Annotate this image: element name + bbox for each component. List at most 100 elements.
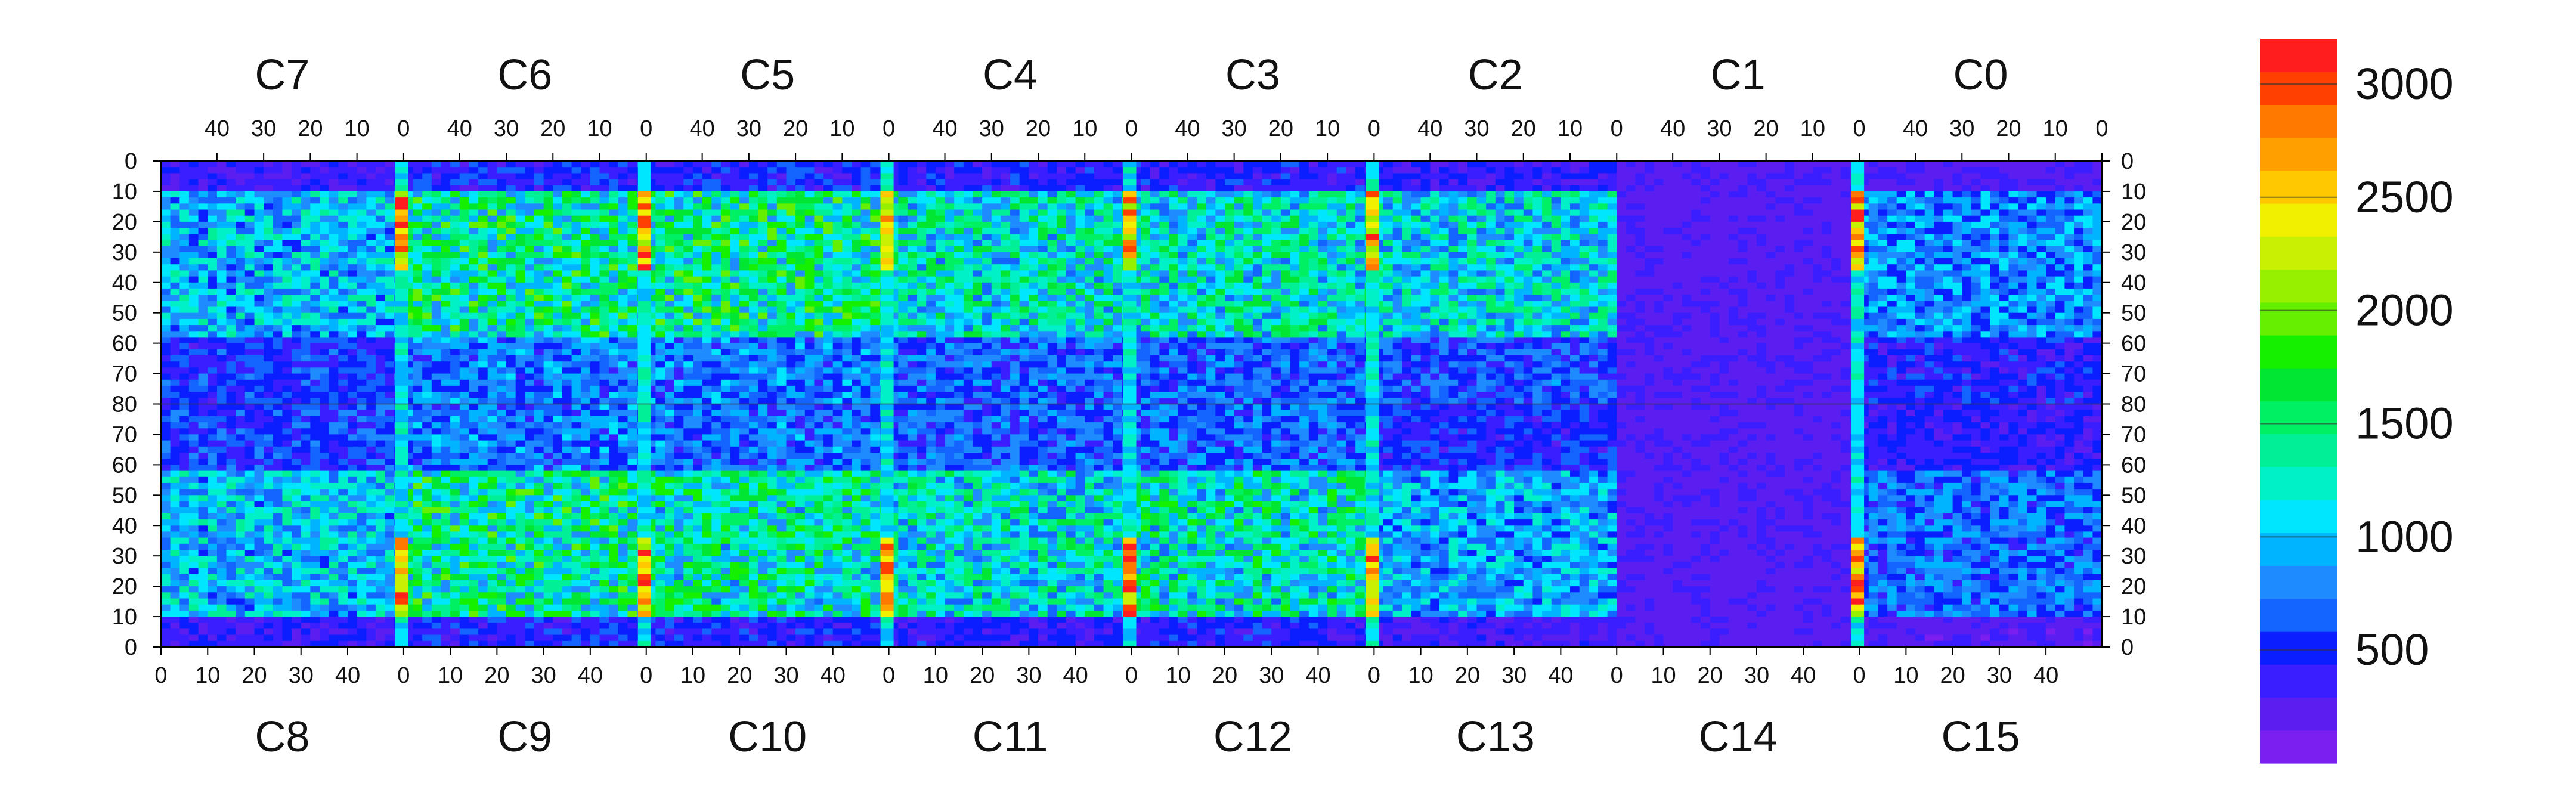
- heatmap-cell: [198, 318, 208, 326]
- heatmap-cell: [487, 197, 497, 204]
- heatmap-cell: [254, 191, 264, 198]
- heatmap-cell: [450, 221, 460, 228]
- heatmap-cell: [786, 306, 796, 314]
- heatmap-cell: [935, 240, 946, 247]
- heatmap-cell: [1103, 373, 1113, 380]
- heatmap-cell: [711, 234, 722, 241]
- heatmap-cell: [1336, 234, 1346, 241]
- heatmap-cell: [870, 215, 880, 222]
- heatmap-cell: [674, 392, 684, 398]
- heatmap-cell: [1197, 228, 1207, 234]
- heatmap-cell: [413, 209, 423, 216]
- heatmap-cell: [422, 191, 432, 198]
- heatmap-cell: [1047, 258, 1057, 265]
- heatmap-cell: [1169, 258, 1179, 265]
- heatmap-cell: [1066, 282, 1076, 289]
- heatmap-cell: [441, 221, 451, 228]
- heatmap-cell: [711, 301, 722, 308]
- heatmap-cell: [562, 379, 572, 386]
- heatmap-cell: [618, 161, 628, 168]
- heatmap-cell: [1066, 343, 1076, 350]
- heatmap-cell: [842, 301, 852, 308]
- heatmap-cell: [963, 270, 973, 277]
- heatmap-cell: [422, 258, 432, 265]
- heatmap-cell: [320, 379, 330, 386]
- heatmap-cell: [618, 318, 628, 326]
- heatmap-cell: [441, 234, 451, 241]
- heatmap-cell: [1206, 234, 1216, 241]
- heatmap-cell: [459, 264, 469, 271]
- heatmap-cell: [590, 398, 600, 405]
- heatmap-cell: [1243, 318, 1253, 326]
- heatmap-cell: [991, 355, 1001, 362]
- heatmap-cell: [655, 270, 665, 277]
- heatmap-cell: [1225, 197, 1235, 204]
- heatmap-cell: [1327, 349, 1337, 356]
- heatmap-cell: [1327, 191, 1337, 198]
- heatmap-cell: [1215, 167, 1225, 174]
- heatmap-cell: [216, 234, 227, 241]
- heatmap-cell: [179, 318, 190, 326]
- heatmap-cell: [646, 252, 656, 259]
- heatmap-cell: [348, 361, 358, 368]
- heatmap-cell: [1057, 282, 1067, 289]
- heatmap-cell: [1001, 373, 1011, 380]
- heatmap-cell: [459, 355, 469, 362]
- heatmap-cell: [1001, 270, 1011, 277]
- heatmap-cell: [1290, 191, 1300, 198]
- heatmap-cell: [179, 179, 190, 186]
- heatmap-cell: [823, 361, 834, 368]
- heatmap-cell: [264, 258, 274, 265]
- heatmap-cell: [320, 343, 330, 350]
- heatmap-cell: [720, 331, 731, 338]
- heatmap-cell: [170, 264, 180, 271]
- heatmap-cell: [832, 209, 843, 216]
- heatmap-cell: [1187, 240, 1197, 247]
- heatmap-cell: [1308, 270, 1318, 277]
- heatmap-cell: [366, 191, 376, 198]
- heatmap-cell: [693, 379, 703, 386]
- heatmap-cell: [720, 258, 731, 265]
- heatmap-cell: [366, 373, 376, 380]
- heatmap-cell: [795, 203, 806, 210]
- heatmap-cell: [357, 228, 367, 234]
- heatmap-cell: [702, 252, 712, 259]
- heatmap-cell: [599, 349, 609, 356]
- heatmap-cell: [1308, 221, 1318, 228]
- heatmap-cell: [870, 343, 880, 350]
- heatmap-cell: [525, 282, 535, 289]
- heatmap-cell: [581, 361, 591, 368]
- heatmap-cell: [1197, 343, 1207, 350]
- heatmap-cell: [366, 398, 376, 405]
- heatmap-cell: [748, 276, 759, 283]
- heatmap-cell: [264, 234, 274, 241]
- heatmap-cell: [852, 221, 862, 228]
- heatmap-cell: [1355, 325, 1366, 332]
- heatmap-cell: [590, 197, 600, 204]
- heatmap-cell: [1010, 318, 1020, 326]
- heatmap-cell: [842, 167, 852, 174]
- heatmap-cell: [1197, 331, 1207, 338]
- heatmap-cell: [711, 337, 722, 344]
- heatmap-cell: [459, 385, 469, 392]
- heatmap-cell: [1019, 258, 1029, 265]
- heatmap-cell: [208, 301, 218, 308]
- heatmap-cell: [627, 185, 637, 192]
- heatmap-cell: [1113, 306, 1123, 314]
- heatmap-cell: [581, 355, 591, 362]
- heatmap-cell: [236, 301, 246, 308]
- heatmap-cell: [804, 215, 815, 222]
- heatmap-cell: [553, 167, 563, 174]
- heatmap-cell: [1187, 234, 1197, 241]
- heatmap-cell: [954, 367, 964, 374]
- heatmap-cell: [310, 240, 320, 247]
- heatmap-cell: [1318, 215, 1328, 222]
- heatmap-cell: [292, 361, 302, 368]
- heatmap-cell: [273, 167, 283, 174]
- heatmap-cell: [515, 246, 525, 253]
- heatmap-cell: [599, 221, 609, 228]
- heatmap-cell: [1187, 191, 1197, 198]
- heatmap-cell: [1197, 301, 1207, 308]
- heatmap-cell: [1252, 240, 1263, 247]
- heatmap-cell: [702, 282, 712, 289]
